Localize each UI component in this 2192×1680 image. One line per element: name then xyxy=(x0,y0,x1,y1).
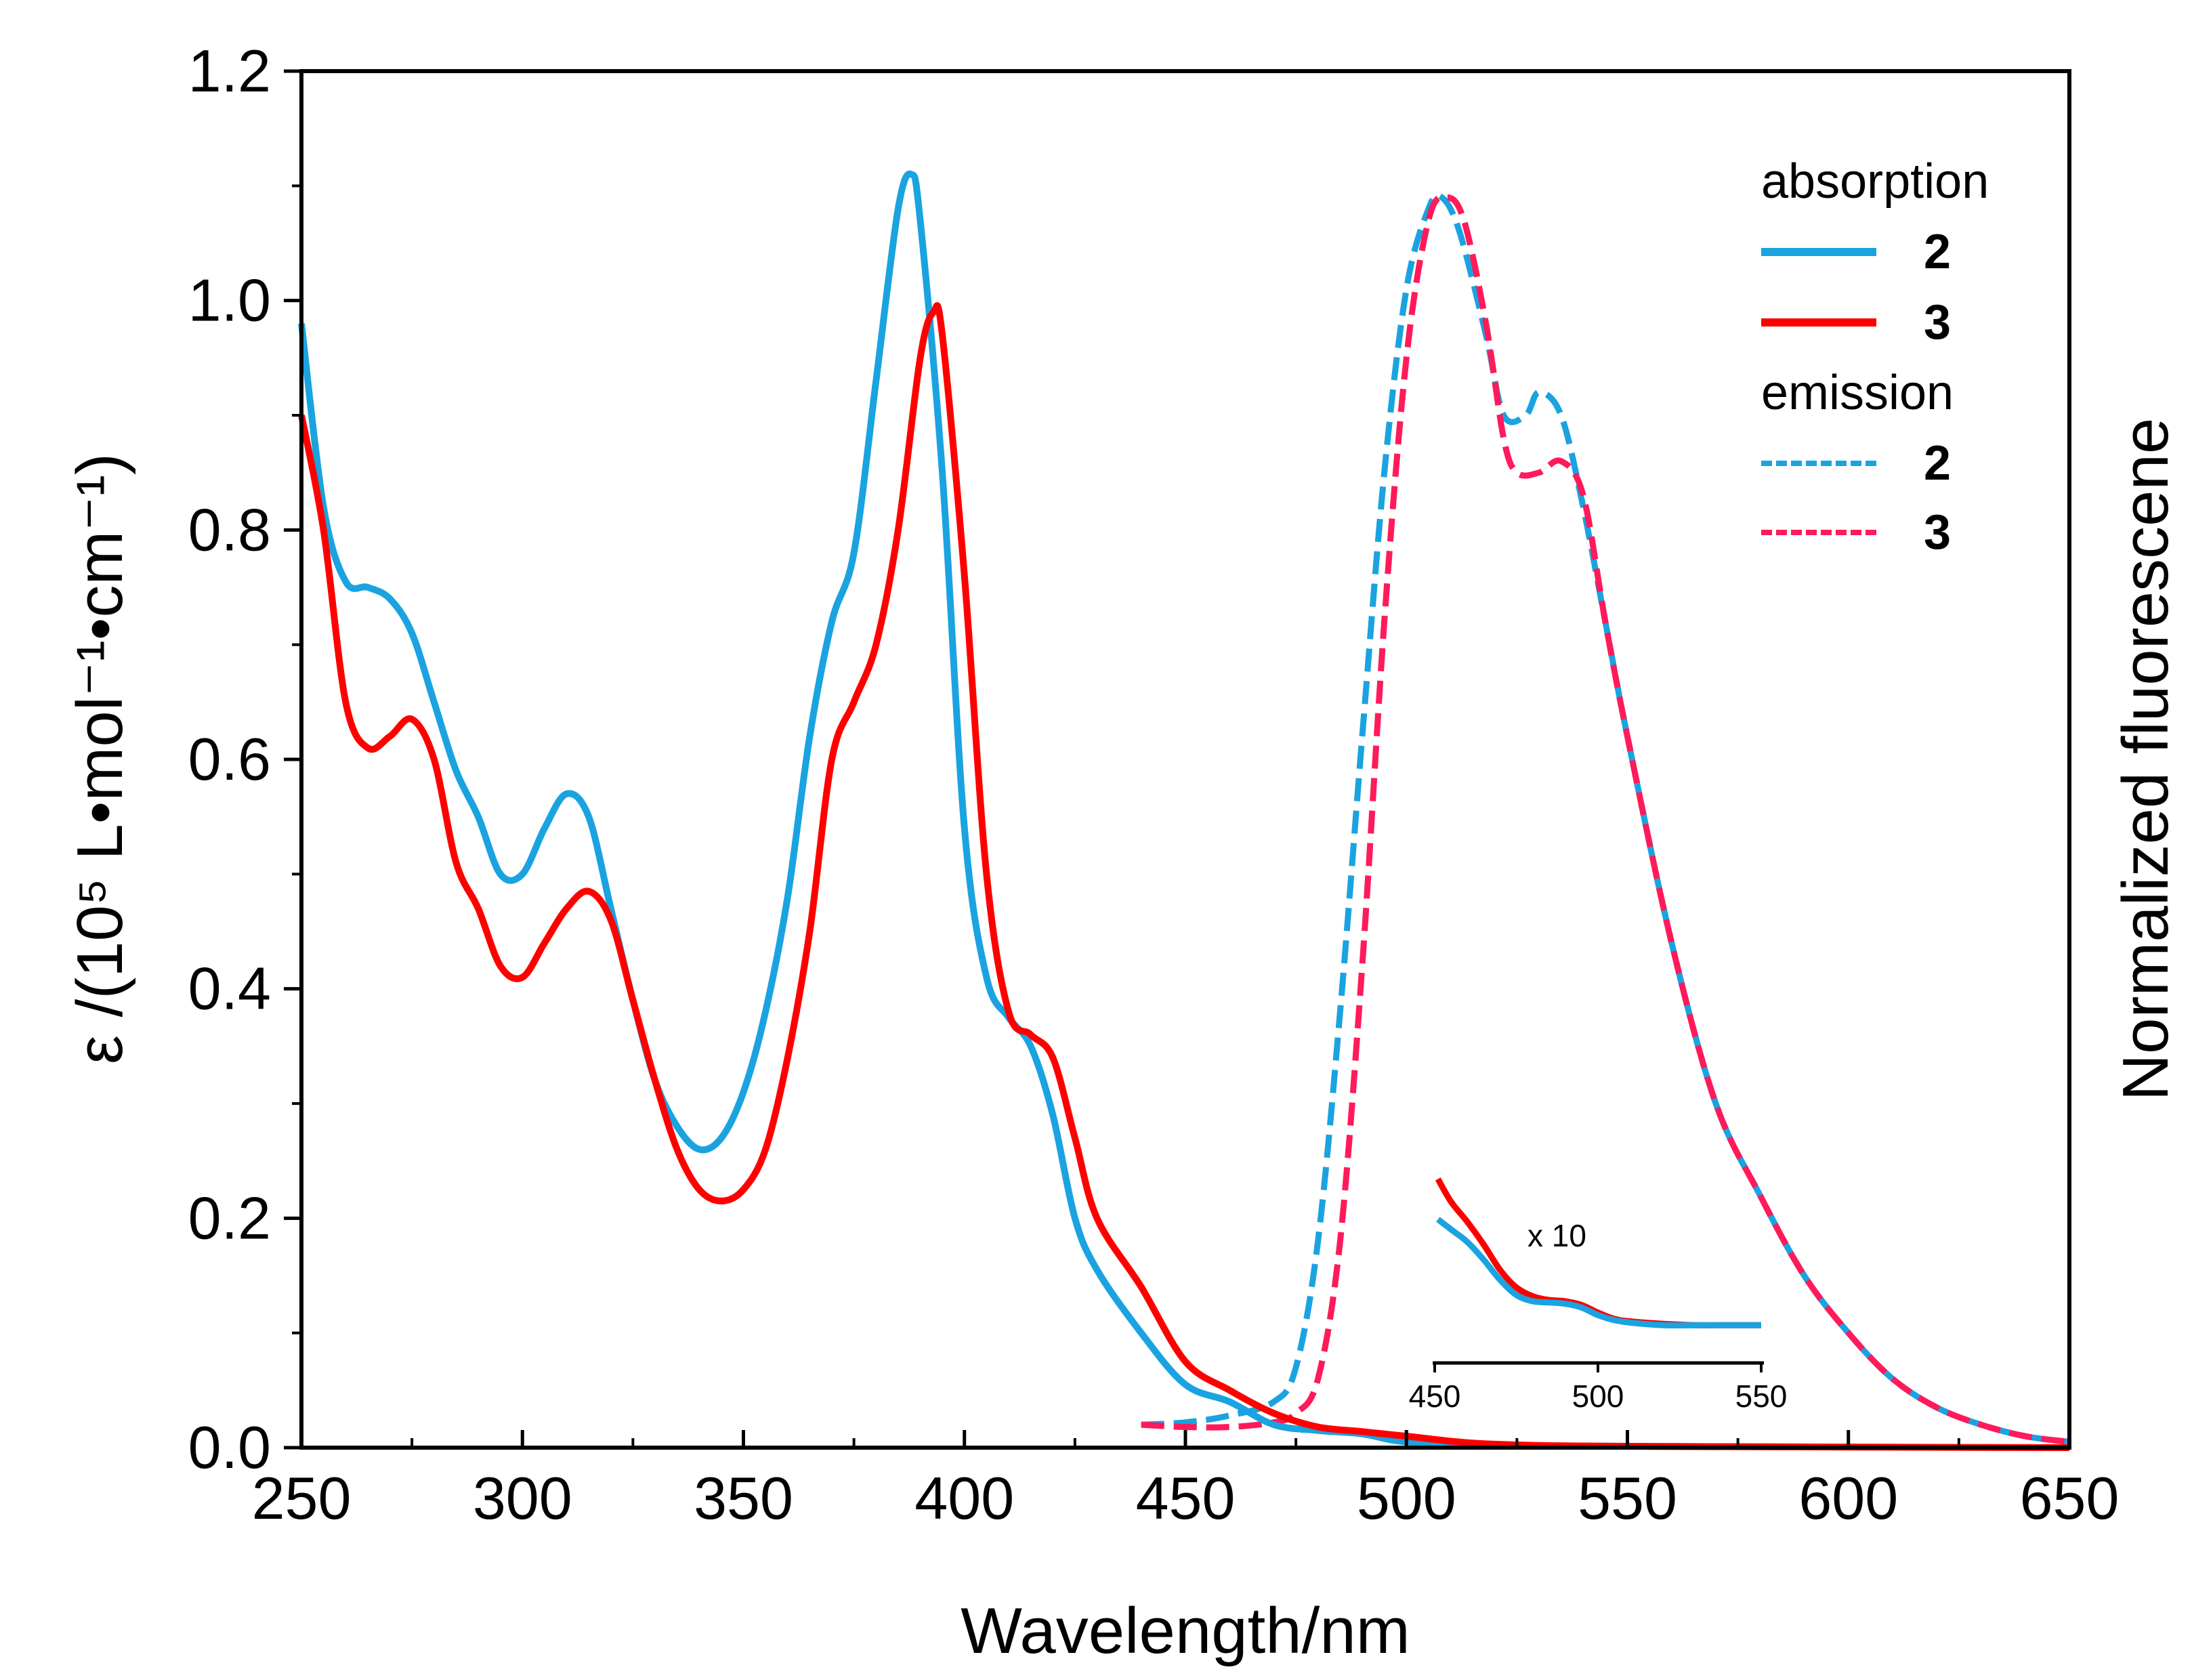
series-line-emission-3 xyxy=(1141,194,2070,1445)
x-tick-label: 250 xyxy=(252,1465,352,1532)
inset-line-absorption-3-x10 xyxy=(1435,1177,1761,1328)
y-axis-title-right: Normalized fluorescene xyxy=(2109,418,2182,1101)
y-tick-label: 1.0 xyxy=(188,267,271,334)
x-tick-label: 650 xyxy=(2020,1465,2120,1532)
inset-x10: 450 500 550 x 10 xyxy=(1409,1177,1788,1414)
x-tick-label: 600 xyxy=(1798,1465,1898,1532)
y-tick-label: 0.8 xyxy=(188,496,271,563)
x-axis-title: Wavelength/nm xyxy=(961,1595,1410,1667)
legend-group-absorption: absorption xyxy=(1761,154,1989,209)
legend-label-abs-2: 2 xyxy=(1924,225,1951,279)
y-tick-label: 0.0 xyxy=(188,1414,271,1481)
legend-label-em-3: 3 xyxy=(1924,505,1951,560)
legend: absorption 2 3 emission 2 3 xyxy=(1761,154,1989,560)
y-axis-title-left: ε /(10⁵ L•mol⁻¹•cm⁻¹) xyxy=(64,453,136,1064)
x-tick-label: 450 xyxy=(1136,1465,1236,1532)
y-tick-label: 0.6 xyxy=(188,726,271,793)
x-axis: 250 300 350 400 450 500 550 600 650 xyxy=(252,1430,2120,1532)
legend-group-emission: emission xyxy=(1761,366,1954,420)
x-tick-label: 400 xyxy=(914,1465,1014,1532)
y-tick-label: 0.2 xyxy=(188,1184,271,1251)
series-line-absorption-2 xyxy=(298,170,2070,1451)
inset-x-tick-label: 450 xyxy=(1409,1379,1461,1414)
y-axis: 0.0 0.2 0.4 0.6 0.8 1.0 1.2 xyxy=(188,37,301,1481)
y-tick-label: 1.2 xyxy=(188,37,271,104)
inset-x-tick-label: 500 xyxy=(1572,1379,1624,1414)
series-line-absorption-3 xyxy=(298,302,2070,1451)
inset-line-absorption-2-x10 xyxy=(1436,1217,1761,1328)
legend-label-em-2: 2 xyxy=(1924,436,1951,490)
x-tick-label: 350 xyxy=(694,1465,793,1532)
x-tick-label: 500 xyxy=(1357,1465,1456,1532)
inset-lines xyxy=(1435,1177,1761,1328)
y-tick-label: 0.4 xyxy=(188,955,271,1022)
inset-x-ticks: 450 500 550 xyxy=(1409,1363,1788,1414)
inset-x-tick-label: 550 xyxy=(1735,1379,1788,1414)
series-line-emission-2 xyxy=(1141,192,2070,1445)
inset-label: x 10 xyxy=(1527,1218,1586,1253)
x-tick-label: 300 xyxy=(473,1465,572,1532)
plot-frame xyxy=(299,69,2071,1450)
legend-label-abs-3: 3 xyxy=(1924,295,1951,350)
x-tick-label: 550 xyxy=(1578,1465,1677,1532)
plot-lines xyxy=(298,170,2070,1451)
